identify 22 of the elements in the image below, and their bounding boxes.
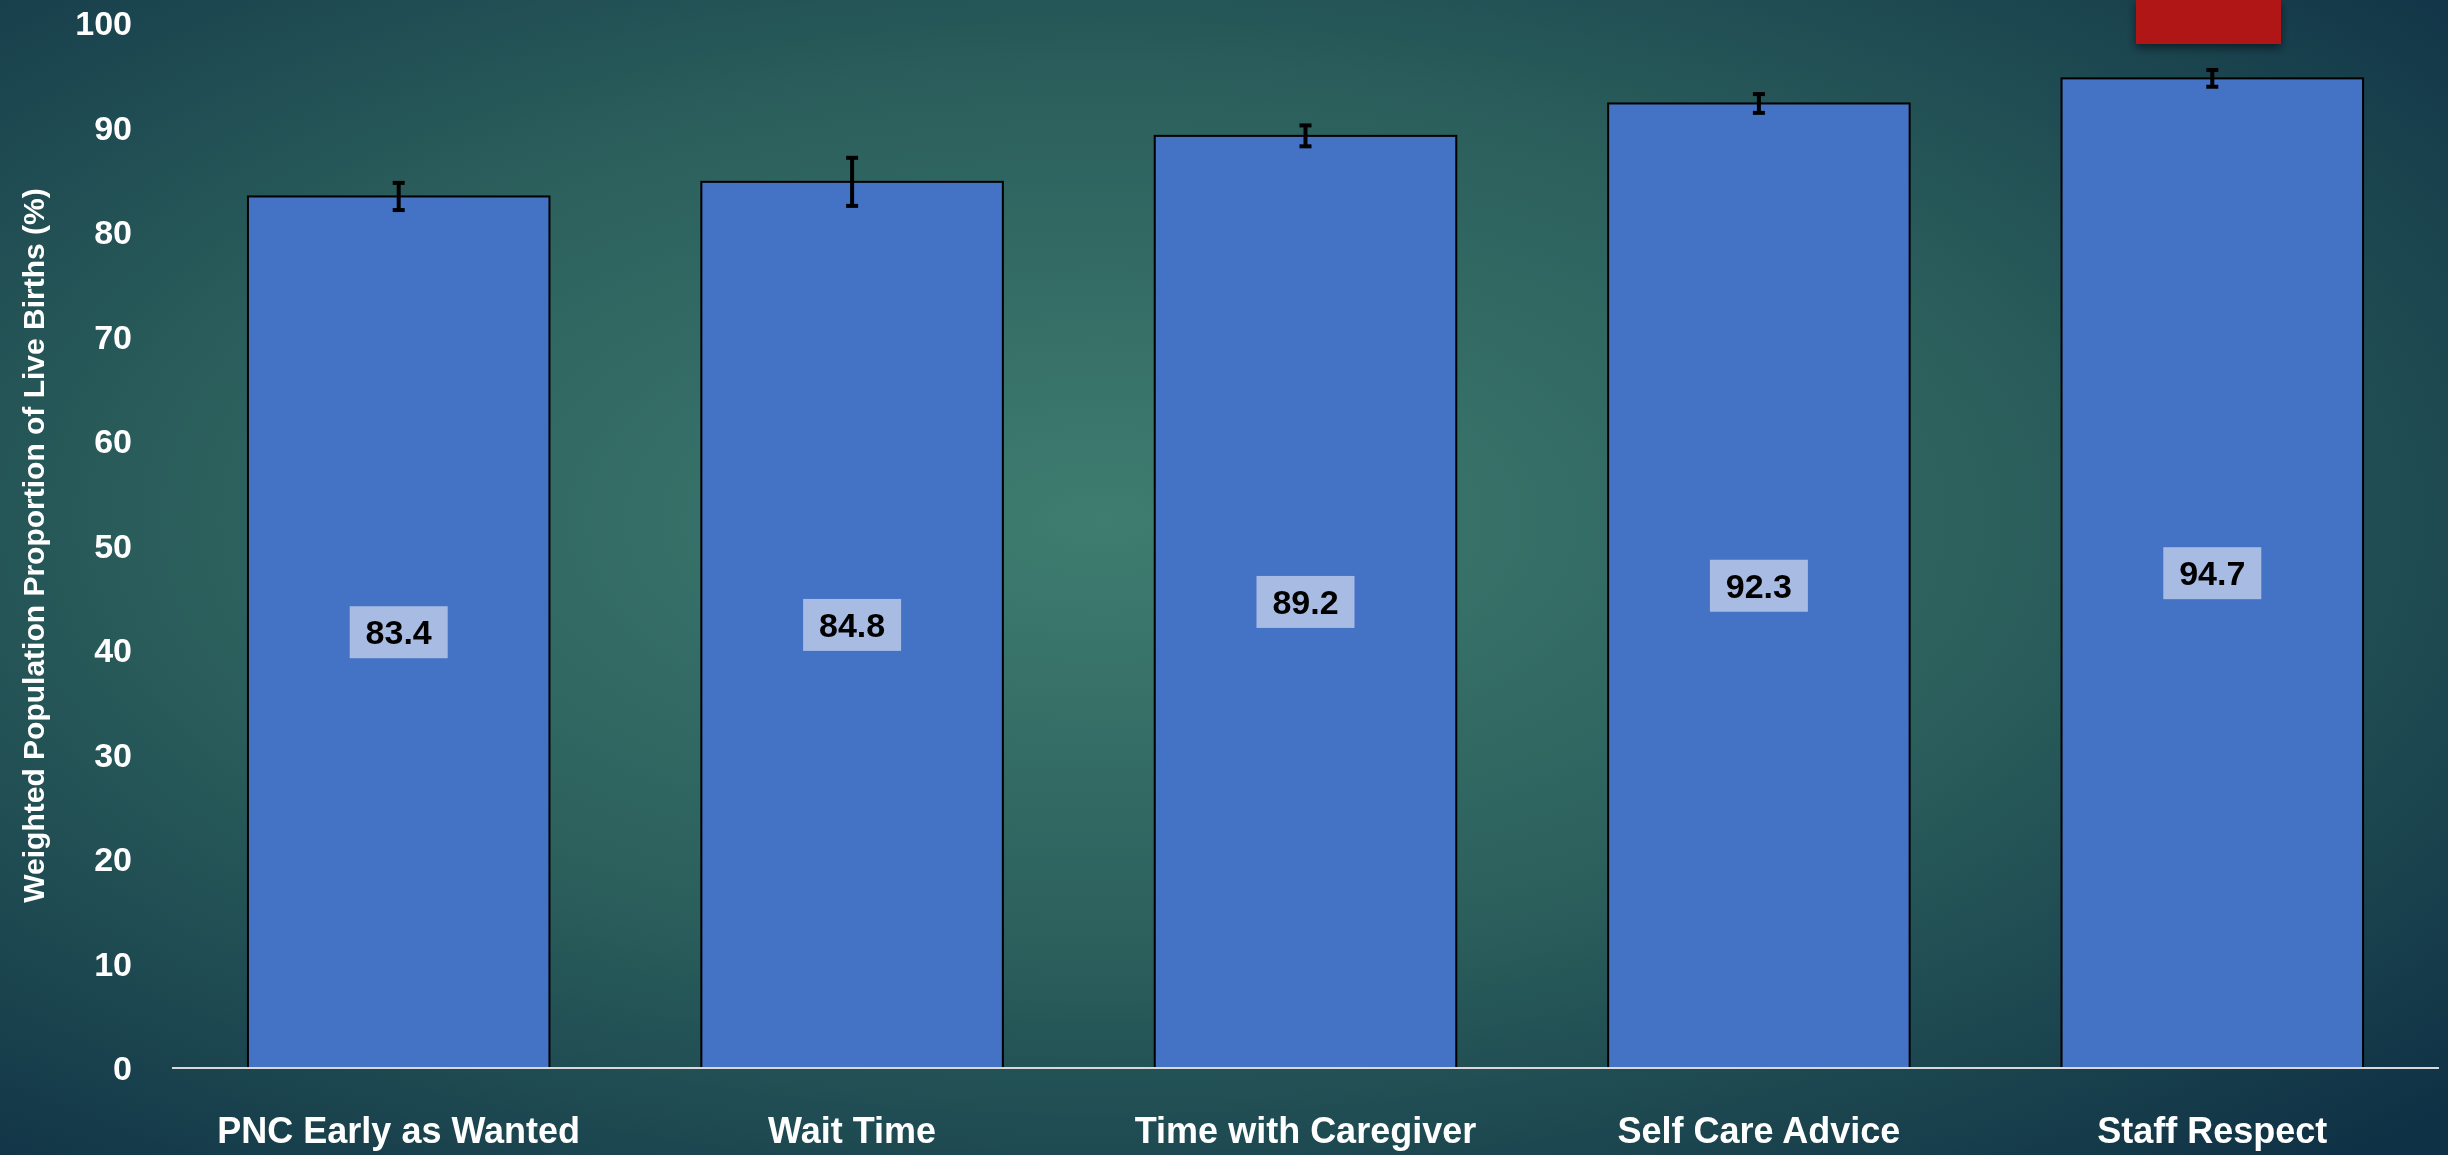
y-tick-label: 60 (94, 422, 132, 460)
y-tick-label: 90 (94, 108, 132, 147)
data-label: 92.3 (1725, 566, 1792, 605)
y-tick-label: 0 (113, 1049, 132, 1087)
data-label: 83.4 (365, 613, 432, 652)
y-tick-label: 30 (94, 735, 132, 774)
data-label: 89.2 (1272, 582, 1339, 621)
y-tick-label: 50 (94, 526, 132, 565)
x-tick-label: Staff Respect (2097, 1109, 2328, 1151)
y-tick-label: 10 (94, 944, 132, 983)
y-tick-label: 40 (94, 631, 132, 669)
x-tick-label: PNC Early as Wanted (217, 1109, 581, 1151)
x-tick-label: Wait Time (768, 1109, 937, 1151)
data-label: 94.7 (2179, 554, 2246, 593)
data-label: 84.8 (819, 605, 886, 644)
x-tick-label: Time with Caregiver (1134, 1109, 1477, 1151)
y-axis-title: Weighted Population Proportion of Live Births (%) (16, 188, 50, 903)
y-tick-label: 20 (94, 840, 132, 878)
x-tick-label: Self Care Advice (1617, 1109, 1901, 1151)
y-tick-label: 100 (75, 4, 132, 42)
y-tick-label: 70 (94, 317, 132, 356)
y-tick-label: 80 (94, 213, 132, 251)
